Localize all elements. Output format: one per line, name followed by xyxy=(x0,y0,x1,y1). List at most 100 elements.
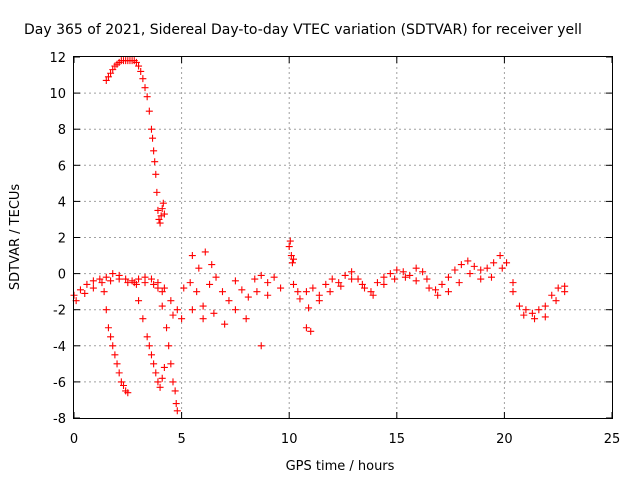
data-point xyxy=(163,324,171,332)
data-point xyxy=(145,342,153,350)
x-axis-label: GPS time / hours xyxy=(286,459,395,474)
data-point xyxy=(76,286,84,294)
data-point xyxy=(561,288,569,296)
data-point xyxy=(354,275,362,283)
series-spikes xyxy=(188,237,315,350)
data-point xyxy=(143,93,151,101)
series-dip-3 xyxy=(154,284,181,415)
data-point xyxy=(158,205,166,213)
data-point xyxy=(302,288,310,296)
data-point xyxy=(335,279,343,287)
data-point xyxy=(218,288,226,296)
data-point xyxy=(130,279,138,287)
data-point xyxy=(380,273,388,281)
data-point xyxy=(151,158,159,166)
data-point xyxy=(186,279,194,287)
data-point xyxy=(535,306,543,314)
data-point xyxy=(337,282,345,290)
data-point xyxy=(419,268,427,276)
data-point xyxy=(541,313,549,321)
data-point xyxy=(188,306,196,314)
x-tick-label: 5 xyxy=(177,432,185,447)
data-point xyxy=(160,210,168,218)
data-point xyxy=(322,280,330,288)
data-point xyxy=(153,188,161,196)
series-baseline-band xyxy=(72,264,569,328)
data-point xyxy=(109,342,117,350)
data-point xyxy=(150,360,158,368)
y-tick-label: -2 xyxy=(53,304,66,319)
data-point xyxy=(109,66,117,74)
data-point xyxy=(412,264,420,272)
data-point xyxy=(483,264,491,272)
y-tick-label: 6 xyxy=(58,159,66,174)
data-point xyxy=(193,288,201,296)
data-point xyxy=(541,302,549,310)
data-point xyxy=(554,284,562,292)
data-point xyxy=(154,284,162,292)
data-point xyxy=(139,75,147,83)
x-tick-label: 0 xyxy=(70,432,78,447)
data-point xyxy=(328,275,336,283)
data-point xyxy=(277,284,285,292)
data-point xyxy=(171,387,179,395)
data-point xyxy=(160,284,168,292)
data-point xyxy=(531,315,539,323)
data-point xyxy=(208,261,216,269)
data-point xyxy=(457,261,465,269)
x-tick-label: 20 xyxy=(496,432,513,447)
data-point xyxy=(290,255,298,263)
grid xyxy=(74,57,612,418)
data-point xyxy=(173,407,181,415)
data-point xyxy=(96,275,104,283)
data-point xyxy=(147,125,155,133)
data-point xyxy=(132,58,140,66)
data-point xyxy=(135,275,143,283)
data-point xyxy=(135,62,143,70)
data-point xyxy=(104,73,112,81)
data-point xyxy=(141,84,149,92)
data-point xyxy=(399,268,407,276)
data-point xyxy=(341,271,349,279)
data-point xyxy=(152,170,160,178)
y-tick-label: 10 xyxy=(49,87,66,102)
data-point xyxy=(264,291,272,299)
data-point xyxy=(160,363,168,371)
data-point xyxy=(490,259,498,267)
data-point xyxy=(286,237,294,245)
data-point xyxy=(498,264,506,272)
data-point xyxy=(122,275,130,283)
data-point xyxy=(89,277,97,285)
data-point xyxy=(361,284,369,292)
data-point xyxy=(257,271,265,279)
data-point xyxy=(158,374,166,382)
data-point xyxy=(477,275,485,283)
data-marks xyxy=(70,57,569,415)
data-point xyxy=(253,288,261,296)
data-point xyxy=(83,280,91,288)
x-tick-label: 10 xyxy=(281,432,298,447)
data-point xyxy=(89,284,97,292)
data-point xyxy=(154,206,162,214)
axis-ticks: 0 5 10 15 20 25 -8 -6 -4 -2 0 2 4 6 8 10 12 xyxy=(49,51,620,447)
data-point xyxy=(124,389,132,397)
data-point xyxy=(155,215,163,223)
data-point xyxy=(201,248,209,256)
data-point xyxy=(141,279,149,287)
data-point xyxy=(270,273,278,281)
data-point xyxy=(137,67,145,75)
data-point xyxy=(369,291,377,299)
data-point xyxy=(149,134,157,142)
data-point xyxy=(401,273,409,281)
data-point xyxy=(438,280,446,288)
data-point xyxy=(238,286,246,294)
data-point xyxy=(294,288,302,296)
data-point xyxy=(178,315,186,323)
data-point xyxy=(305,304,313,312)
data-point xyxy=(102,306,110,314)
data-point xyxy=(156,219,164,227)
data-point xyxy=(434,291,442,299)
data-point xyxy=(119,382,127,390)
data-point xyxy=(509,279,517,287)
